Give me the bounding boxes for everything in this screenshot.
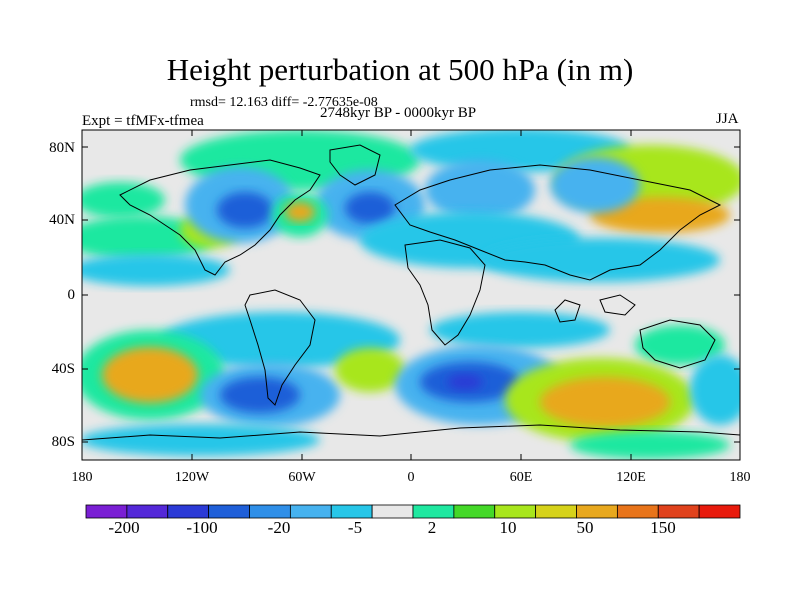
colorbar-label: -100: [186, 518, 218, 537]
colorbar-label: -20: [267, 518, 291, 537]
colorbar-swatch: [412, 504, 455, 519]
lon-label: 60W: [288, 470, 316, 485]
colorbar-swatch: [698, 504, 741, 519]
lat-label: 80N: [49, 140, 75, 156]
anomaly-patch: [160, 312, 400, 368]
colorbar-swatch: [167, 504, 210, 519]
anomaly-patch: [690, 355, 740, 425]
anomaly-patch: [425, 160, 535, 220]
anomaly-patch: [220, 377, 300, 413]
stats-label: rmsd= 12.163 diff= -2.77635e-08: [190, 95, 378, 110]
colorbar-label: -5: [347, 518, 363, 537]
colorbar-swatch: [616, 504, 659, 519]
anomaly-patch: [570, 431, 730, 459]
colorbar-swatch: [85, 504, 128, 519]
coastline: [82, 424, 740, 441]
lon-label: 120E: [616, 470, 646, 485]
colorbar-swatch: [371, 504, 414, 519]
coastline: [119, 159, 321, 276]
colorbar-swatch: [535, 504, 577, 519]
colorbar-swatch: [126, 504, 169, 519]
lat-label: 40S: [51, 361, 75, 377]
colorbar-label: 2: [427, 518, 437, 537]
lat-label: 0: [67, 287, 76, 303]
lon-label: 0: [407, 470, 415, 485]
colorbar-swatch: [289, 504, 332, 519]
lat-label: 40N: [49, 212, 75, 228]
coastline: [244, 289, 316, 406]
coastline: [639, 319, 716, 369]
colorbar-swatch: [208, 504, 250, 519]
experiment-label: Expt = tfMFx-tfmea: [82, 113, 204, 129]
anomaly-patch: [345, 192, 395, 224]
period-label: 2748kyr BP - 0000kyr BP: [320, 105, 477, 121]
anomaly-patch: [480, 238, 720, 282]
anomaly-patch: [82, 424, 320, 456]
colorbar-swatch: [576, 504, 618, 519]
colorbar: [85, 504, 741, 519]
colorbar-swatch: [494, 504, 537, 519]
coastline: [404, 239, 486, 346]
colorbar-swatch: [249, 504, 291, 519]
colorbar-label: -200: [108, 518, 140, 537]
colorbar-swatch: [330, 504, 373, 519]
anomaly-patch: [285, 202, 315, 222]
anomaly-patch: [430, 312, 610, 348]
anomaly-patch: [102, 347, 198, 403]
anomaly-patch: [217, 192, 273, 228]
colorbar-label: 10: [499, 518, 517, 537]
anomaly-patch: [635, 325, 725, 365]
coastline: [599, 294, 636, 316]
anomaly-patch: [590, 197, 730, 233]
lon-label: 120W: [174, 470, 210, 485]
colorbar-swatch: [657, 504, 700, 519]
colorbar-label: 50: [576, 518, 594, 537]
anomaly-patch: [447, 374, 483, 390]
coastline: [554, 299, 581, 323]
coastline: [329, 144, 381, 186]
season-label: JJA: [716, 111, 739, 127]
lon-label: 60E: [509, 470, 533, 485]
anomaly-patch: [550, 157, 640, 213]
colorbar-label: 150: [650, 518, 676, 537]
coastline: [394, 164, 722, 281]
anomaly-patch: [82, 254, 230, 286]
lon-label: 180: [729, 470, 751, 485]
anomaly-patch: [335, 348, 405, 392]
map-title: Height perturbation at 500 hPa (in m): [166, 52, 634, 87]
colorbar-swatch: [453, 504, 496, 519]
anomaly-patch: [540, 377, 670, 427]
anomaly-patch: [82, 182, 165, 218]
lon-label: 180: [71, 470, 93, 485]
lat-label: 80S: [51, 434, 75, 450]
coastlines: [82, 144, 740, 441]
